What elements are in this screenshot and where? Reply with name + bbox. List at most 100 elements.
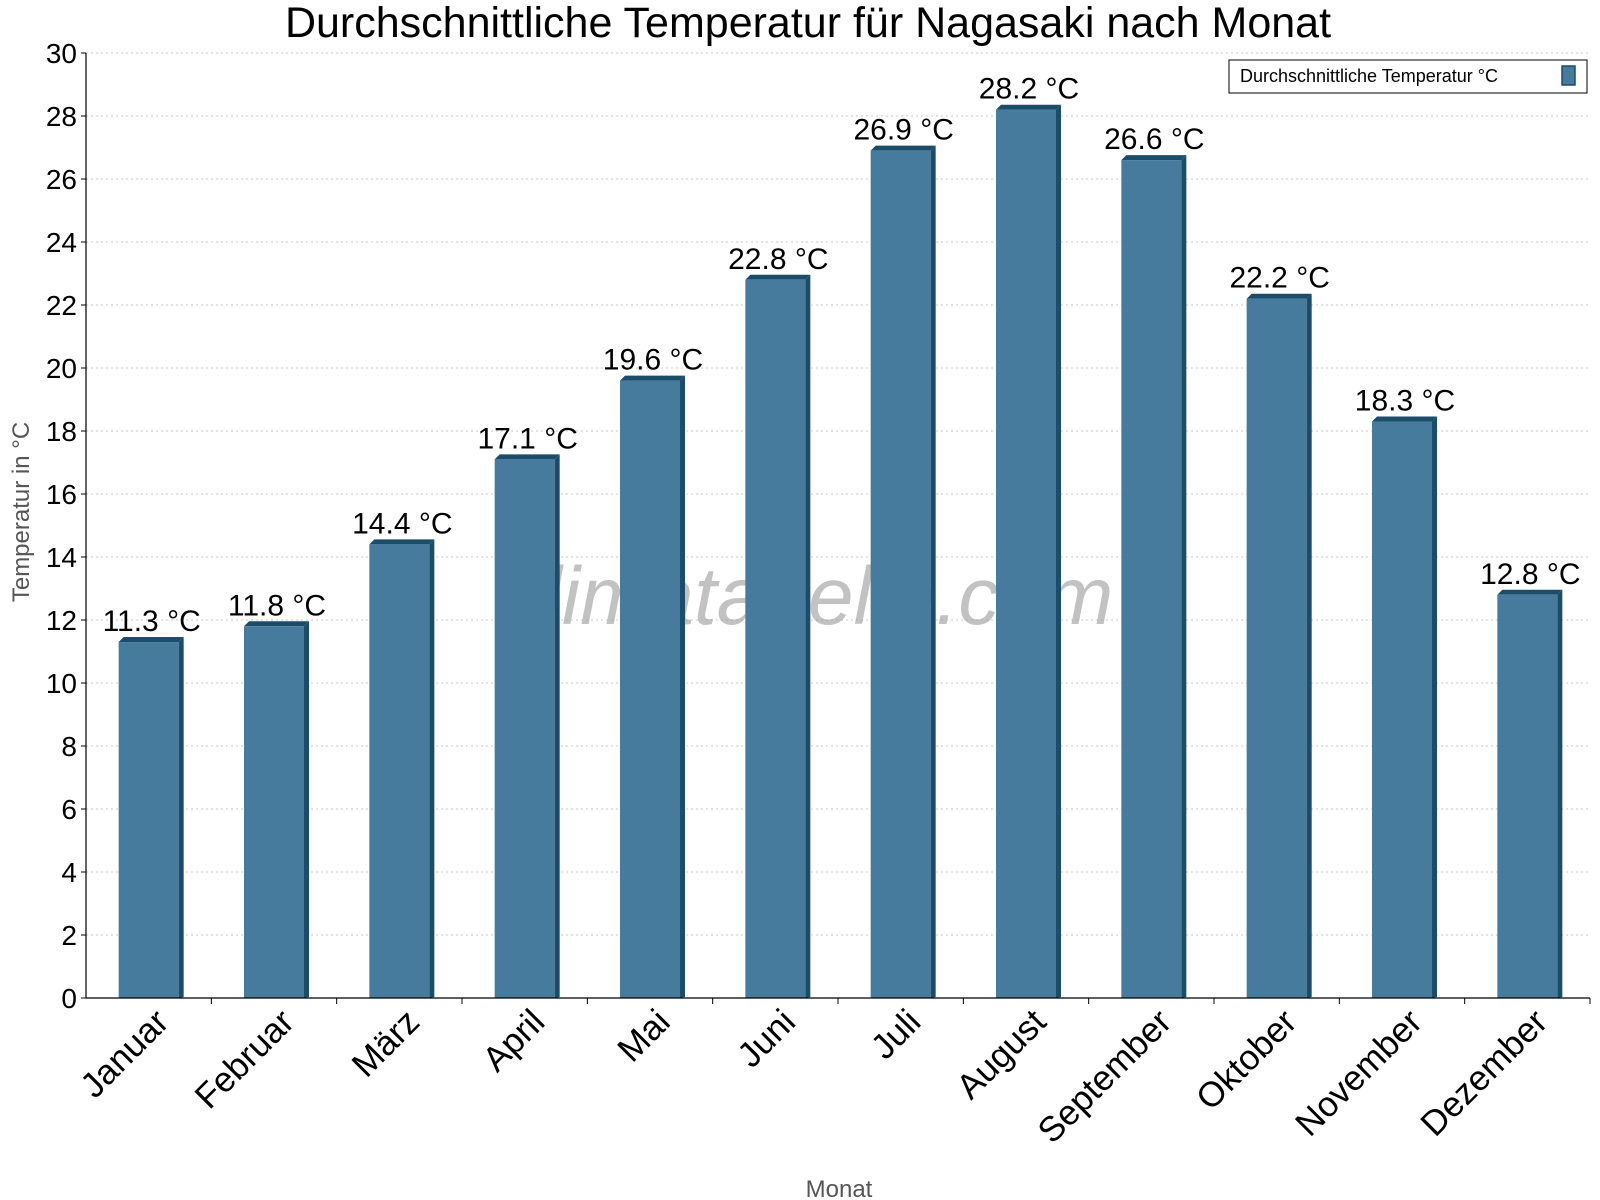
x-category-label: Dezember — [1413, 1002, 1555, 1144]
y-tick-label: 26 — [46, 164, 77, 195]
x-category-label: Mai — [610, 1002, 677, 1069]
x-category-label: Juli — [864, 1002, 929, 1067]
y-tick-label: 0 — [61, 983, 77, 1014]
bar-side — [805, 274, 811, 998]
bar — [1121, 155, 1187, 999]
y-tick-label: 30 — [46, 38, 77, 69]
bar-front — [870, 150, 931, 998]
bars — [118, 104, 1563, 999]
y-tick-label: 22 — [46, 290, 77, 321]
x-category-label: November — [1288, 1002, 1430, 1144]
bar-front — [244, 626, 304, 998]
x-category-label: Oktober — [1189, 1002, 1305, 1118]
value-label: 11.8 °C — [228, 589, 326, 622]
value-label: 19.6 °C — [603, 344, 703, 377]
y-tick-label: 18 — [46, 416, 77, 447]
axes — [81, 52, 1591, 1004]
bar-side — [178, 637, 184, 998]
bar — [870, 145, 936, 998]
chart-title: Durchschnittliche Temperatur für Nagasak… — [285, 0, 1331, 47]
bar — [620, 375, 685, 999]
value-label: 26.6 °C — [1104, 123, 1204, 156]
y-tick-label: 16 — [46, 479, 77, 510]
bar-top — [1497, 589, 1563, 595]
bar-front — [996, 109, 1056, 998]
x-category-label: September — [1030, 1002, 1179, 1151]
legend-label: Durchschnittliche Temperatur °C — [1240, 66, 1498, 86]
bar — [745, 274, 811, 998]
bar-top — [244, 621, 309, 627]
bar-front — [369, 544, 430, 998]
bar — [1246, 293, 1312, 998]
bar — [996, 104, 1061, 998]
bar — [118, 637, 184, 998]
bar-front — [118, 642, 179, 998]
y-axis-title: Temperatur in °C — [8, 422, 35, 602]
bar-side — [554, 454, 560, 999]
y-tick-label: 4 — [61, 857, 77, 888]
bar-side — [304, 621, 309, 998]
x-category-label: August — [949, 1002, 1054, 1107]
x-axis-categories: Januar Februar März April Mai Juni Juli AugustS… — [73, 1002, 1555, 1151]
value-label: 28.2 °C — [979, 73, 1079, 106]
bar-side — [1181, 155, 1187, 999]
y-tick-label: 20 — [46, 353, 77, 384]
bar-side — [429, 539, 435, 998]
bar-top — [494, 454, 560, 460]
bar-front — [745, 279, 806, 998]
y-tick-label: 2 — [61, 920, 77, 951]
value-label: 17.1 °C — [477, 422, 577, 455]
value-label: 11.3 °C — [103, 605, 201, 638]
bar-top — [1246, 293, 1312, 299]
bar-front — [1372, 421, 1432, 998]
bar — [369, 539, 435, 998]
value-labels: 11.3 °C 11.8 °C 14.4 °C 17.1 °C 19.6 °C 22.8 … — [103, 73, 1581, 638]
bar-side — [680, 375, 685, 999]
x-category-label: April — [475, 1002, 552, 1079]
bar — [1372, 416, 1437, 998]
y-tick-label: 14 — [46, 542, 77, 573]
bar-side — [1557, 589, 1563, 998]
bar-top — [996, 104, 1061, 110]
y-tick-label: 6 — [61, 794, 77, 825]
x-category-label: Februar — [187, 1002, 301, 1116]
bar-front — [494, 459, 555, 999]
y-tick-label: 28 — [46, 101, 77, 132]
value-label: 18.3 °C — [1355, 385, 1455, 418]
bar-top — [369, 539, 435, 545]
legend: Durchschnittliche Temperatur °C — [1228, 59, 1588, 94]
x-category-label: Juni — [730, 1002, 803, 1075]
bar-top — [1372, 416, 1437, 422]
bar-top — [118, 637, 184, 643]
bar-side — [1432, 416, 1437, 998]
value-label: 26.9 °C — [853, 114, 953, 147]
bar-front — [620, 380, 680, 999]
bar-top — [620, 375, 685, 381]
y-tick-label: 10 — [46, 668, 77, 699]
bar-front — [1121, 160, 1182, 999]
bar — [1497, 589, 1563, 998]
value-label: 22.8 °C — [728, 243, 828, 276]
bar-side — [1306, 293, 1312, 998]
y-tick-label: 12 — [46, 605, 77, 636]
bar-side — [930, 145, 936, 998]
bar-top — [745, 274, 811, 280]
bar-top — [1121, 155, 1187, 161]
grid-lines — [86, 52, 1590, 936]
legend-swatch — [1561, 65, 1576, 86]
x-axis-title: Monat — [806, 1176, 873, 1200]
bar-top — [870, 145, 936, 151]
value-label: 14.4 °C — [352, 507, 452, 540]
bar-front — [1497, 594, 1558, 998]
y-tick-label: 8 — [61, 731, 77, 762]
bar — [244, 621, 309, 998]
bar-side — [1056, 104, 1061, 998]
x-category-label: März — [344, 1002, 427, 1085]
bar — [494, 454, 560, 999]
bar-front — [1246, 298, 1307, 998]
x-category-label: Januar — [73, 1002, 176, 1105]
y-tick-label: 24 — [46, 227, 77, 258]
value-label: 12.8 °C — [1480, 558, 1580, 591]
